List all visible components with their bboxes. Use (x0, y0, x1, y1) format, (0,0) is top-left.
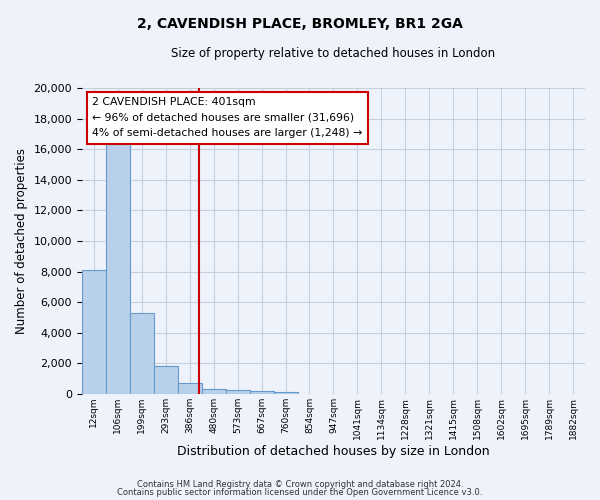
Bar (226, 390, 250, 394)
Y-axis label: Number of detached properties: Number of detached properties (15, 148, 28, 334)
Bar (250, 391, 274, 394)
Bar (178, 382, 202, 394)
Bar (106, 140, 130, 394)
Bar (274, 392, 298, 394)
Text: 2 CAVENDISH PLACE: 401sqm
← 96% of detached houses are smaller (31,696)
4% of se: 2 CAVENDISH PLACE: 401sqm ← 96% of detac… (92, 97, 362, 138)
X-axis label: Distribution of detached houses by size in London: Distribution of detached houses by size … (177, 444, 490, 458)
Text: Contains public sector information licensed under the Open Government Licence v3: Contains public sector information licen… (118, 488, 482, 497)
Text: Contains HM Land Registry data © Crown copyright and database right 2024.: Contains HM Land Registry data © Crown c… (137, 480, 463, 489)
Bar (130, 313, 154, 394)
Bar (82, 270, 106, 394)
Bar (154, 366, 178, 394)
Bar (202, 389, 226, 394)
Text: 2, CAVENDISH PLACE, BROMLEY, BR1 2GA: 2, CAVENDISH PLACE, BROMLEY, BR1 2GA (137, 18, 463, 32)
Title: Size of property relative to detached houses in London: Size of property relative to detached ho… (172, 48, 496, 60)
